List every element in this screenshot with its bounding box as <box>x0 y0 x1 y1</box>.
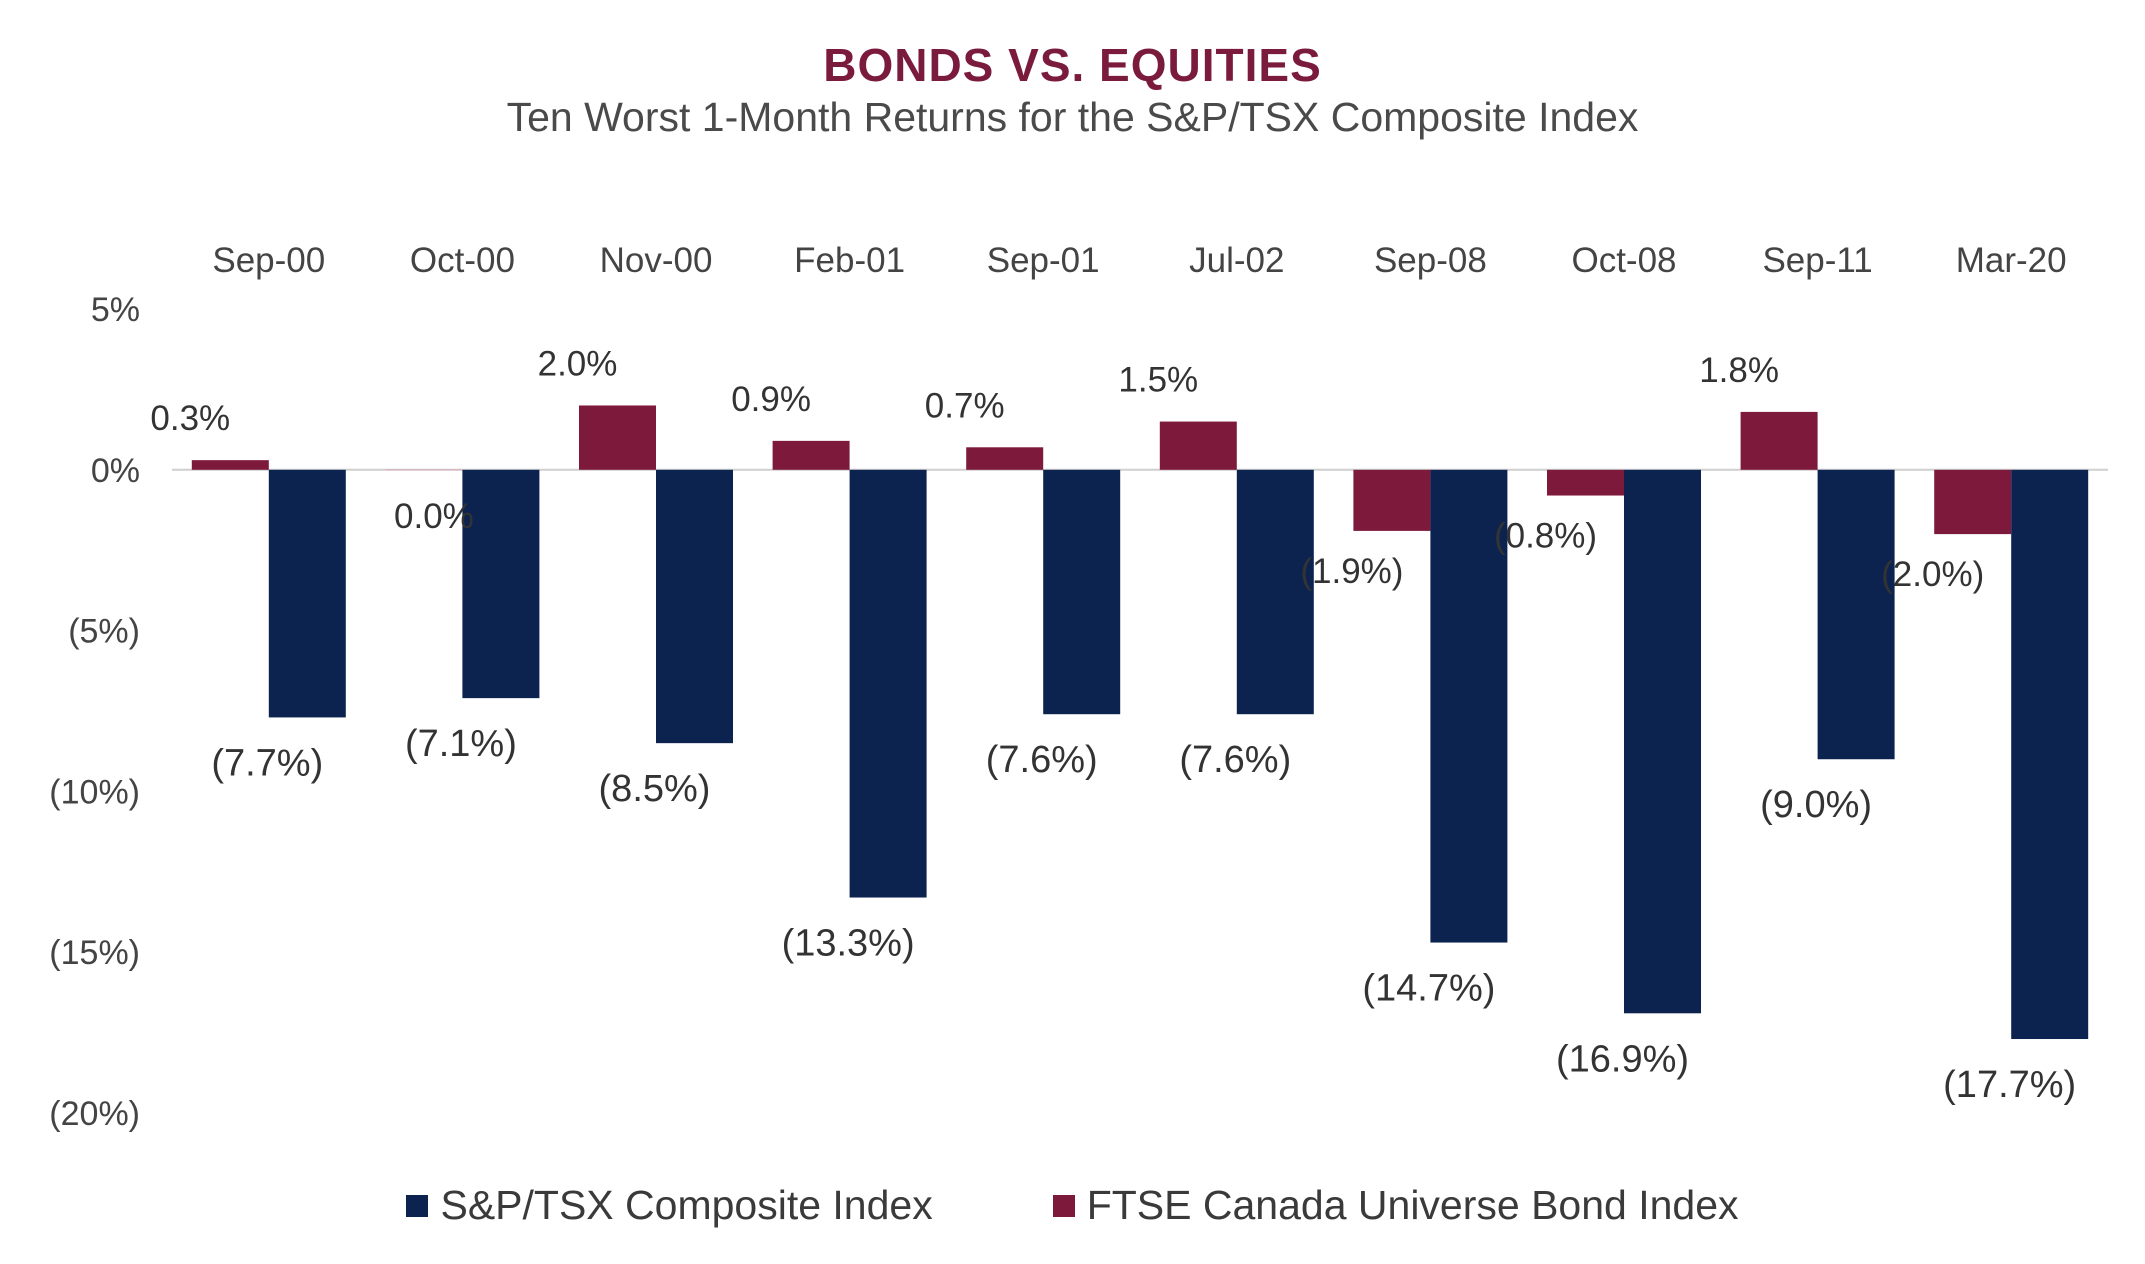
x-tick-label: Nov-00 <box>600 241 713 280</box>
bond-data-label: 1.5% <box>1118 361 1198 400</box>
bond-bar <box>385 469 463 471</box>
chart-title: BONDS VS. EQUITIES <box>823 39 1322 91</box>
legend-label-bond: FTSE Canada Universe Bond Index <box>1086 1182 1739 1228</box>
x-tick-label: Sep-01 <box>987 241 1100 280</box>
equity-data-label: (17.7%) <box>1943 1064 2076 1106</box>
x-tick-label: Sep-08 <box>1374 241 1487 280</box>
equity-data-label: (7.7%) <box>211 742 323 784</box>
chart-legend: S&P/TSX Composite Index FTSE Canada Univ… <box>0 1182 2145 1229</box>
equity-data-label: (13.3%) <box>782 923 915 965</box>
equity-bar <box>1043 469 1121 715</box>
bond-data-label: 1.8% <box>1699 351 1779 390</box>
bond-data-label: 0.0% <box>394 497 474 536</box>
equity-data-label: (9.0%) <box>1760 784 1872 826</box>
x-tick-label: Jul-02 <box>1189 241 1284 280</box>
equity-bar <box>268 469 346 718</box>
equity-bar <box>656 469 733 744</box>
equity-bar <box>1624 469 1701 1014</box>
bond-bar <box>1159 421 1237 470</box>
equity-data-label: (8.5%) <box>599 768 711 810</box>
bond-bar <box>966 447 1044 470</box>
equity-data-label: (14.7%) <box>1362 968 1495 1010</box>
y-tick-label: 0% <box>91 452 140 490</box>
equity-data-label: (7.1%) <box>405 723 517 765</box>
bond-data-label: 0.7% <box>925 386 1005 425</box>
bond-bar <box>1547 469 1624 496</box>
bond-data-label: (1.9%) <box>1300 552 1403 591</box>
bond-bar <box>1934 469 2012 535</box>
chart-subtitle: Ten Worst 1-Month Returns for the S&P/TS… <box>506 94 1639 140</box>
equity-bar <box>1236 469 1314 715</box>
equity-bar <box>849 469 927 898</box>
bond-bar <box>579 405 656 470</box>
equity-bar <box>462 469 540 699</box>
equity-data-label: (16.9%) <box>1556 1038 1689 1080</box>
bond-data-label: (2.0%) <box>1881 555 1984 594</box>
x-tick-label: Feb-01 <box>794 241 905 280</box>
legend-item-bond: FTSE Canada Universe Bond Index <box>1052 1182 1739 1229</box>
legend-swatch-bond <box>1052 1194 1075 1217</box>
equity-data-label: (7.6%) <box>986 739 1098 781</box>
y-tick-label: (5%) <box>68 613 140 651</box>
bond-bar <box>191 460 269 470</box>
x-tick-label: Oct-08 <box>1571 241 1676 280</box>
equity-bar <box>2011 469 2089 1040</box>
bond-data-label: 0.3% <box>150 399 230 438</box>
bond-data-label: 0.9% <box>731 380 811 419</box>
y-tick-label: (20%) <box>49 1095 140 1133</box>
legend-item-equity: S&P/TSX Composite Index <box>406 1182 933 1229</box>
y-tick-label: (15%) <box>49 934 140 972</box>
equity-bar <box>1430 469 1508 943</box>
legend-label-equity: S&P/TSX Composite Index <box>440 1182 933 1228</box>
bond-bar <box>1740 411 1818 470</box>
x-tick-label: Sep-00 <box>212 241 325 280</box>
bond-data-label: 2.0% <box>538 344 618 383</box>
bond-bar <box>1353 469 1431 531</box>
equity-bar <box>1817 469 1895 760</box>
y-tick-label: 5% <box>91 291 140 329</box>
legend-swatch-equity <box>406 1194 429 1217</box>
bond-bar <box>772 440 850 470</box>
x-tick-label: Sep-11 <box>1762 241 1872 280</box>
y-tick-label: (10%) <box>49 773 140 811</box>
x-tick-label: Mar-20 <box>1956 241 2067 280</box>
equity-data-label: (7.6%) <box>1179 739 1291 781</box>
x-tick-label: Oct-00 <box>410 241 515 280</box>
bond-data-label: (0.8%) <box>1494 517 1597 556</box>
